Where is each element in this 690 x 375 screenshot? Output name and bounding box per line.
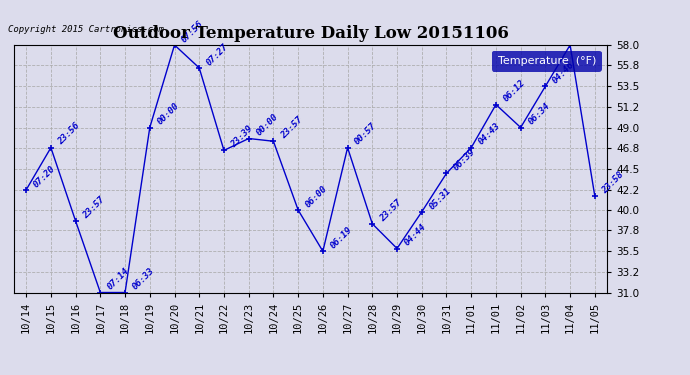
Text: 06:00: 06:00 [304, 184, 329, 209]
Text: 23:57: 23:57 [279, 115, 304, 141]
Text: 07:14: 07:14 [106, 266, 131, 292]
Legend: Temperature  (°F): Temperature (°F) [492, 51, 602, 72]
Text: 06:19: 06:19 [328, 225, 354, 251]
Text: 07:27: 07:27 [205, 42, 230, 67]
Text: 07:20: 07:20 [32, 164, 57, 189]
Text: 23:57: 23:57 [81, 195, 106, 220]
Text: 06:12: 06:12 [502, 78, 527, 104]
Text: 00:00: 00:00 [254, 112, 279, 138]
Text: 23:56: 23:56 [57, 122, 82, 147]
Text: 04:44: 04:44 [402, 222, 428, 248]
Text: 04:46: 04:46 [551, 60, 576, 86]
Text: 23:57: 23:57 [378, 198, 403, 223]
Text: 05:31: 05:31 [427, 186, 453, 211]
Text: 04:43: 04:43 [477, 122, 502, 147]
Text: Copyright 2015 Cartronics.com: Copyright 2015 Cartronics.com [8, 25, 164, 34]
Text: 06:39: 06:39 [452, 147, 477, 172]
Text: 00:57: 00:57 [353, 122, 379, 147]
Text: 06:34: 06:34 [526, 101, 551, 127]
Text: 23:39: 23:39 [230, 124, 255, 150]
Text: 07:56: 07:56 [180, 19, 206, 44]
Title: Outdoor Temperature Daily Low 20151106: Outdoor Temperature Daily Low 20151106 [112, 25, 509, 42]
Text: 06:33: 06:33 [130, 266, 156, 292]
Text: 00:00: 00:00 [155, 101, 181, 127]
Text: 23:58: 23:58 [600, 170, 626, 195]
